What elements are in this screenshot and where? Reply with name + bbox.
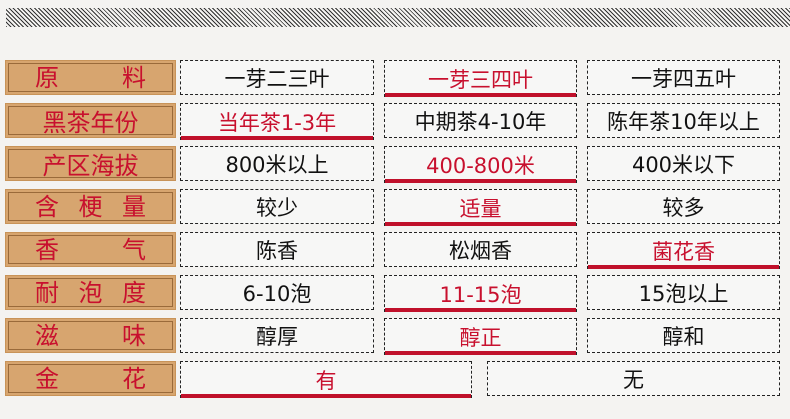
row-label: 金花: [5, 361, 176, 396]
table-row: 产区海拔 800米以上 400-800米 400米以下: [0, 146, 790, 183]
table-row: 耐泡度 6-10泡 11-15泡 15泡以上: [0, 275, 790, 312]
selected-cell: 菌花香: [587, 232, 780, 269]
table-cell: 一芽二三叶: [180, 60, 374, 95]
table-cell: 一芽四五叶: [587, 60, 780, 95]
table-row: 原料 一芽二三叶 一芽三四叶 一芽四五叶: [0, 60, 790, 97]
selected-cell: 当年茶1-3年: [180, 103, 374, 140]
table-cell: 醇和: [587, 318, 780, 353]
row-label: 耐泡度: [5, 275, 176, 310]
table-row: 黑茶年份 当年茶1-3年 中期茶4-10年 陈年茶10年以上: [0, 103, 790, 140]
row-label: 产区海拔: [5, 146, 176, 181]
table-cell: 中期茶4-10年: [384, 103, 577, 138]
table-cell: 无: [487, 361, 780, 396]
selected-cell: 有: [180, 361, 472, 398]
row-label-text: 耐泡度: [8, 278, 173, 307]
table-row: 香气 陈香 松烟香 菌花香: [0, 232, 790, 269]
table-cell: 陈年茶10年以上: [587, 103, 780, 138]
table-row: 含梗量 较少 适量 较多: [0, 189, 790, 226]
row-label-text: 原料: [8, 63, 173, 92]
row-label: 含梗量: [5, 189, 176, 224]
table-cell: 陈香: [180, 232, 374, 267]
selected-cell: 11-15泡: [384, 275, 577, 312]
table-row: 金花有无: [0, 361, 790, 398]
row-label: 原料: [5, 60, 176, 95]
row-label-text: 黑茶年份: [8, 106, 173, 137]
row-label-text: 滋味: [8, 321, 173, 350]
table-cell: 400米以下: [587, 146, 780, 181]
table-cell: 6-10泡: [180, 275, 374, 310]
table-cell: 800米以上: [180, 146, 374, 181]
row-label: 黑茶年份: [5, 103, 176, 138]
selected-cell: 醇正: [384, 318, 577, 355]
row-label: 香气: [5, 232, 176, 267]
table-cell: 松烟香: [384, 232, 577, 267]
table-cell: 15泡以上: [587, 275, 780, 310]
table-cell: 较多: [587, 189, 780, 224]
table-row: 滋味 醇厚 醇正 醇和: [0, 318, 790, 355]
row-label-text: 金花: [8, 364, 173, 393]
row-label-text: 产区海拔: [8, 149, 173, 180]
table-cell: 较少: [180, 189, 374, 224]
selected-cell: 一芽三四叶: [384, 60, 577, 97]
table-cell: 醇厚: [180, 318, 374, 353]
selected-cell: 适量: [384, 189, 577, 226]
decorative-hatch-band: [6, 8, 790, 27]
row-label: 滋味: [5, 318, 176, 353]
selected-cell: 400-800米: [384, 146, 577, 183]
row-label-text: 香气: [8, 235, 173, 264]
row-label-text: 含梗量: [8, 192, 173, 221]
